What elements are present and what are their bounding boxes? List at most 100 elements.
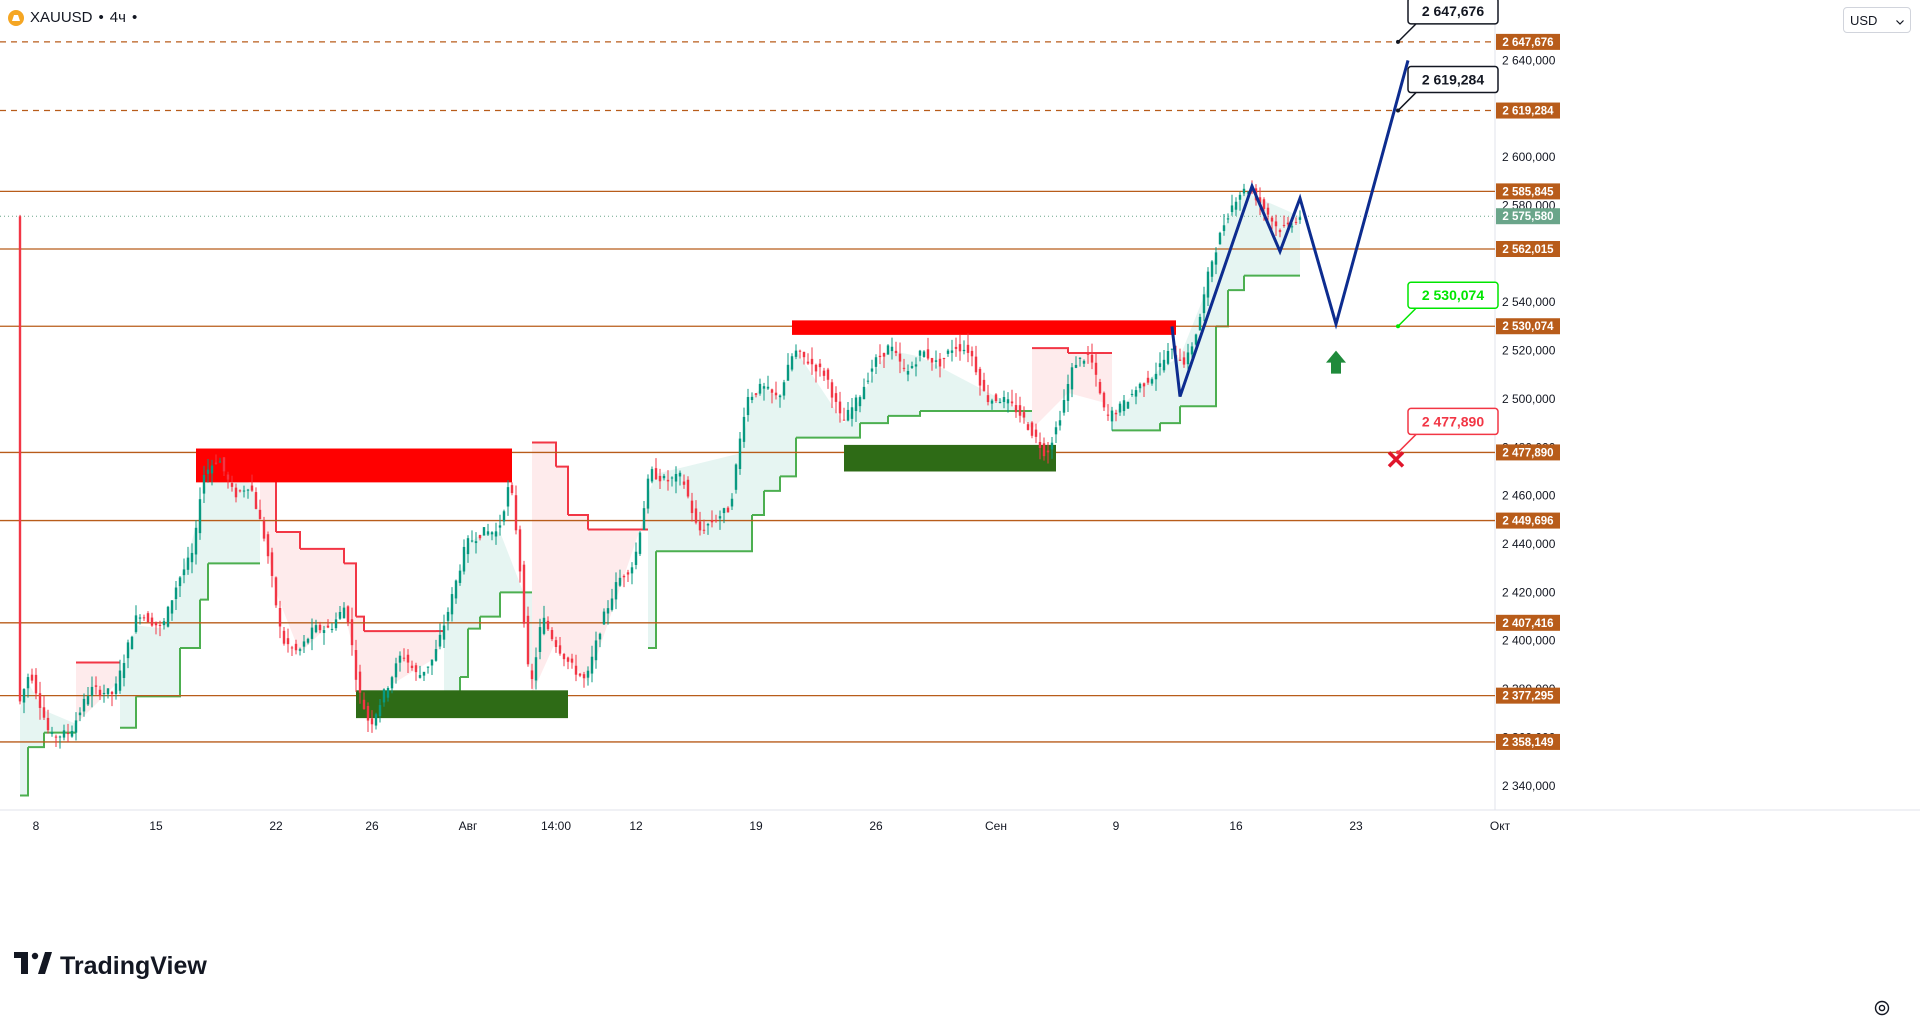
bear-candle — [258, 509, 262, 520]
bull-candle — [594, 640, 598, 661]
bear-candle — [1182, 357, 1186, 365]
level-badge-label: 2 449,696 — [1502, 516, 1553, 528]
bull-candle — [106, 688, 110, 695]
callout-stop: 2 477,890 — [1396, 407, 1499, 455]
bull-candle — [1066, 384, 1070, 401]
x-tick-label: 16 — [1229, 819, 1243, 833]
callout-label: 2 477,890 — [1422, 413, 1484, 429]
uptrend-fill — [136, 625, 164, 697]
callout-dot — [1396, 324, 1400, 329]
bull-candle — [334, 619, 338, 629]
callout-box — [1407, 0, 1499, 25]
bull-candle — [174, 587, 178, 600]
bear-candle — [526, 615, 530, 665]
supertrend-down-line — [556, 465, 569, 516]
callout-dot — [1396, 39, 1400, 44]
bull-candle — [306, 638, 310, 643]
callout-pointer — [1397, 23, 1417, 43]
bull-candle — [946, 350, 950, 354]
tradingview-logo[interactable]: TradingView — [14, 952, 207, 981]
level-badge-box — [1496, 102, 1560, 119]
bear-candle — [1014, 405, 1018, 413]
bull-candle — [422, 671, 426, 676]
bull-candle — [342, 607, 346, 619]
bull-candle — [210, 465, 214, 474]
callout-entry: 2 530,074 — [1396, 281, 1499, 329]
bear-candle — [974, 356, 978, 373]
currency-selector[interactable]: USD — [1843, 7, 1911, 33]
bull-candle — [606, 608, 610, 614]
bear-candle — [1102, 392, 1106, 408]
bull-candle — [470, 540, 474, 542]
gear-icon — [1873, 999, 1891, 1022]
bull-candle — [1150, 379, 1154, 384]
bear-candle — [938, 358, 942, 367]
bull-candle — [450, 594, 454, 615]
bear-candle — [146, 613, 150, 623]
bear-candle — [1270, 217, 1274, 222]
bear-candle — [838, 401, 842, 414]
bull-candle — [706, 524, 710, 526]
supertrend-up-line — [200, 563, 209, 601]
uptrend-fill — [120, 625, 136, 728]
supertrend-up-line — [120, 696, 137, 729]
bear-candle — [154, 621, 158, 626]
bull-candle — [862, 386, 866, 400]
bear-candle — [46, 717, 50, 731]
bull-candle — [118, 670, 122, 691]
bull-candle — [1154, 373, 1158, 380]
downtrend-fill — [344, 563, 356, 661]
bull-candle — [242, 490, 246, 492]
bear-candle — [578, 673, 582, 676]
bear-candle — [286, 638, 290, 645]
supertrend-down-line — [344, 562, 357, 617]
bull-candle — [1054, 427, 1058, 435]
bear-candle — [818, 363, 822, 368]
supertrend-up-line — [460, 628, 469, 679]
bull-candle — [870, 368, 874, 372]
uptrend-fill — [480, 531, 500, 617]
bull-candle — [198, 499, 202, 534]
bear-candle — [1114, 412, 1118, 415]
bear-candle — [270, 552, 274, 576]
downtrend-fill — [76, 662, 120, 724]
supertrend-down-line — [1032, 347, 1069, 354]
bear-candle — [234, 487, 238, 498]
bear-candle — [1098, 382, 1102, 394]
bear-candle — [942, 358, 946, 360]
supertrend-up-line — [1160, 406, 1181, 425]
bear-candle — [1038, 442, 1042, 448]
callout-box — [1407, 407, 1499, 436]
chart-settings-button[interactable] — [1870, 998, 1894, 1022]
bull-candle — [758, 383, 762, 394]
bear-candle — [710, 520, 714, 523]
bear-candle — [566, 657, 570, 662]
bull-candle — [1078, 357, 1082, 359]
bear-candle — [142, 617, 146, 619]
bull-candle — [722, 508, 726, 514]
interval-label[interactable]: 4ч — [109, 9, 126, 26]
bear-candle — [682, 481, 686, 485]
x-tick-label: 26 — [365, 819, 379, 833]
bull-candle — [1214, 252, 1218, 265]
level-badge-label: 2 647,676 — [1502, 37, 1553, 49]
bear-candle — [226, 474, 230, 480]
bull-candle — [1206, 271, 1210, 298]
symbol-name[interactable]: XAUUSD — [30, 9, 93, 26]
symbol-header[interactable]: XAUUSD • 4ч • — [8, 9, 137, 26]
callout-dot — [1396, 108, 1400, 113]
downtrend-fill — [1104, 353, 1112, 416]
bull-candle — [766, 386, 770, 389]
bear-candle — [354, 650, 358, 680]
bull-candle — [1110, 410, 1114, 422]
bear-candle — [326, 625, 330, 628]
supertrend-up-line — [844, 423, 861, 439]
y-tick-label: 2 520,000 — [1502, 344, 1556, 358]
bull-candle — [918, 350, 922, 356]
y-tick-label: 2 540,000 — [1502, 295, 1556, 309]
bull-candle — [170, 600, 174, 614]
bear-candle — [958, 344, 962, 352]
bear-candle — [1146, 377, 1150, 383]
bear-candle — [966, 344, 970, 353]
